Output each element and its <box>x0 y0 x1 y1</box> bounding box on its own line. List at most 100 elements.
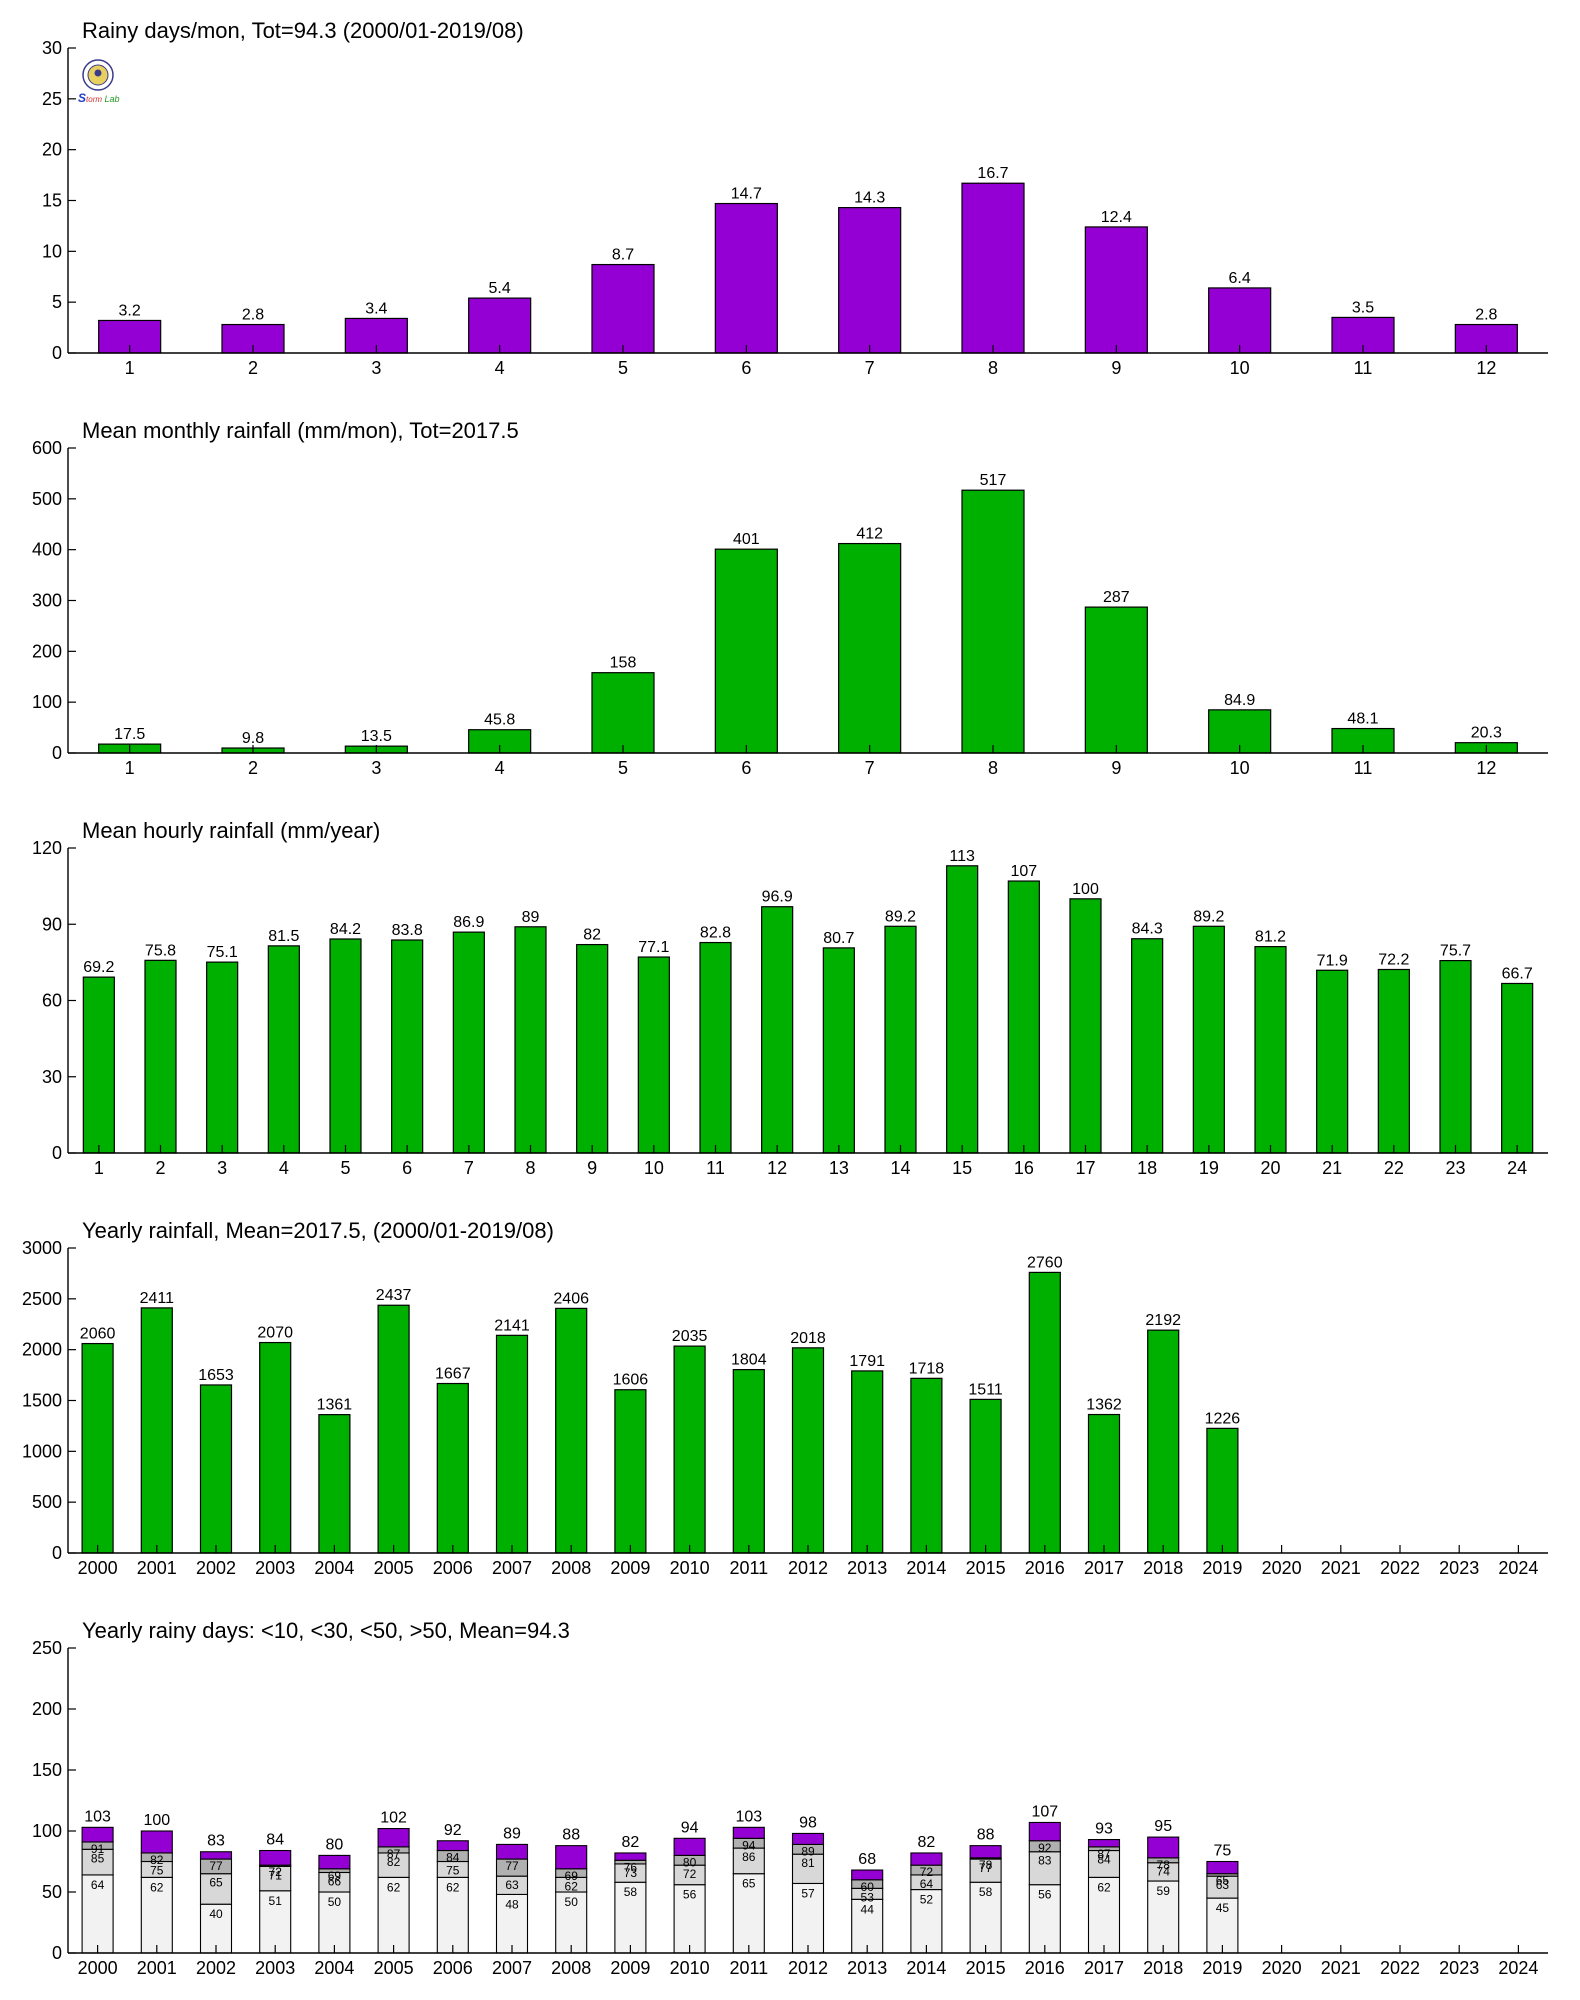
segment-label-lt30: 77 <box>979 1861 993 1875</box>
x-tick-label: 2008 <box>551 1558 591 1578</box>
bar-value-label: 3.2 <box>119 302 141 319</box>
x-tick-label: 22 <box>1384 1158 1404 1178</box>
y-tick-label: 0 <box>52 1943 62 1963</box>
segment-label-lt30: 81 <box>801 1856 815 1870</box>
segment-label-lt10: 62 <box>1097 1880 1111 1894</box>
bar-value-label: 80.7 <box>823 930 854 947</box>
segment-label-lt10: 64 <box>91 1878 105 1892</box>
y-tick-label: 50 <box>42 1882 62 1902</box>
bar-segment-lt10-2006 <box>436 1876 469 1954</box>
x-tick-label: 2015 <box>966 1958 1006 1978</box>
bar-2012 <box>791 1347 825 1554</box>
bar-segment-lt10-2007 <box>495 1893 529 1954</box>
segment-label-lt30: 83 <box>1038 1854 1052 1868</box>
bar-value-label: 75.1 <box>207 944 238 961</box>
bar-segment-lt30-2017 <box>1087 1849 1121 1878</box>
chart-title: Yearly rainfall, Mean=2017.5, (2000/01-2… <box>82 1218 554 1243</box>
segment-label-lt50: 87 <box>1097 1847 1111 1861</box>
x-tick-label: 2009 <box>610 1958 650 1978</box>
x-tick-label: 2 <box>248 358 258 378</box>
bar-segment-lt10-2017 <box>1087 1876 1121 1954</box>
bar-segment-lt10-2002 <box>199 1903 233 1954</box>
y-tick-label: 10 <box>42 241 62 261</box>
x-tick-label: 2022 <box>1380 1558 1420 1578</box>
bar-value-label: 517 <box>980 472 1007 489</box>
weather-lab-logo: Storm Lab <box>78 59 120 105</box>
bar-2017 <box>1087 1413 1121 1554</box>
bar-segment-lt10-2000 <box>81 1874 114 1954</box>
x-tick-label: 2005 <box>374 1958 414 1978</box>
bar-value-label: 1791 <box>849 1353 885 1370</box>
x-tick-label: 11 <box>1354 758 1373 778</box>
bar-value-label: 96.9 <box>762 889 793 906</box>
x-tick-label: 2012 <box>788 1958 828 1978</box>
bar-2011 <box>732 1368 765 1554</box>
bar-value-label: 2192 <box>1145 1312 1181 1329</box>
x-tick-label: 2015 <box>966 1558 1006 1578</box>
bar-17 <box>1069 898 1102 1154</box>
bar-5 <box>329 938 362 1154</box>
bar-21 <box>1316 969 1349 1154</box>
y-tick-label: 90 <box>42 914 62 934</box>
segment-label-lt30: 63 <box>505 1878 519 1892</box>
y-tick-label: 30 <box>42 1067 62 1087</box>
segment-label-lt30: 66 <box>328 1874 342 1888</box>
bar-value-label: 75.8 <box>145 942 176 959</box>
segment-label-lt30: 72 <box>683 1867 697 1881</box>
segment-label-lt50: 78 <box>1157 1858 1171 1872</box>
x-tick-label: 2003 <box>255 1558 295 1578</box>
bar-value-label: 89 <box>522 909 540 926</box>
x-tick-label: 2011 <box>729 1958 768 1978</box>
x-tick-label: 14 <box>890 1158 910 1178</box>
bar-value-label: 1361 <box>317 1397 353 1414</box>
y-tick-label: 0 <box>52 743 62 763</box>
x-tick-label: 2006 <box>433 1958 473 1978</box>
x-tick-label: 10 <box>1230 758 1250 778</box>
x-tick-label: 2022 <box>1380 1958 1420 1978</box>
bar-value-label: 48.1 <box>1347 711 1378 728</box>
x-tick-label: 2001 <box>137 1558 177 1578</box>
bar-9 <box>1084 606 1148 754</box>
x-tick-label: 2016 <box>1025 1958 1065 1978</box>
x-tick-label: 2019 <box>1202 1958 1242 1978</box>
bar-2014 <box>910 1377 943 1554</box>
bar-value-label: 84.2 <box>330 921 361 938</box>
y-tick-label: 150 <box>32 1760 62 1780</box>
segment-label-lt10: 62 <box>446 1880 460 1894</box>
y-tick-label: 500 <box>32 489 62 509</box>
logo-text: Storm Lab <box>78 91 120 105</box>
chart-panel-3: 69.275.8 75.181.5 84.2 83.8 86.9 898277.182.8… <box>32 818 1548 1178</box>
bar-value-label: 2070 <box>257 1325 293 1342</box>
bar-value-label: 2141 <box>494 1317 530 1334</box>
segment-label-lt30: 86 <box>742 1850 756 1864</box>
bar-1 <box>82 976 115 1154</box>
segment-label-lt10: 50 <box>565 1895 579 1909</box>
x-tick-label: 2009 <box>610 1558 650 1578</box>
y-tick-label: 250 <box>32 1638 62 1658</box>
bar-2018 <box>1147 1329 1180 1554</box>
chart-panel-1: 3.2 2.8 3.4 5.4 8.7 14.7 14.3 16.7 12.4 6.4 3.5 2.8… <box>42 18 1548 378</box>
total-value-label: 68 <box>858 1851 876 1868</box>
segment-label-lt50: 72 <box>269 1865 283 1879</box>
segment-label-lt30: 85 <box>91 1851 105 1865</box>
bar-value-label: 5.4 <box>489 280 511 297</box>
bar-value-label: 412 <box>856 526 883 543</box>
segment-label-lt50: 84 <box>446 1851 460 1865</box>
segment-label-lt10: 58 <box>624 1885 638 1899</box>
x-tick-label: 2021 <box>1321 1958 1361 1978</box>
bar-segment-gt50-2012 <box>791 1832 825 1845</box>
bar-2015 <box>969 1398 1002 1554</box>
x-tick-label: 2004 <box>314 1958 354 1978</box>
bar-5 <box>591 672 655 754</box>
bar-segment-gt50-2001 <box>140 1830 173 1854</box>
segment-label-lt50: 76 <box>624 1860 638 1874</box>
x-tick-label: 4 <box>495 758 505 778</box>
bar-value-label: 2411 <box>140 1290 175 1307</box>
bar-segment-gt50-2018 <box>1147 1836 1180 1859</box>
x-tick-label: 23 <box>1445 1158 1465 1178</box>
segment-label-lt50: 69 <box>328 1869 342 1883</box>
bar-9 <box>576 943 609 1154</box>
x-tick-label: 9 <box>1111 358 1121 378</box>
